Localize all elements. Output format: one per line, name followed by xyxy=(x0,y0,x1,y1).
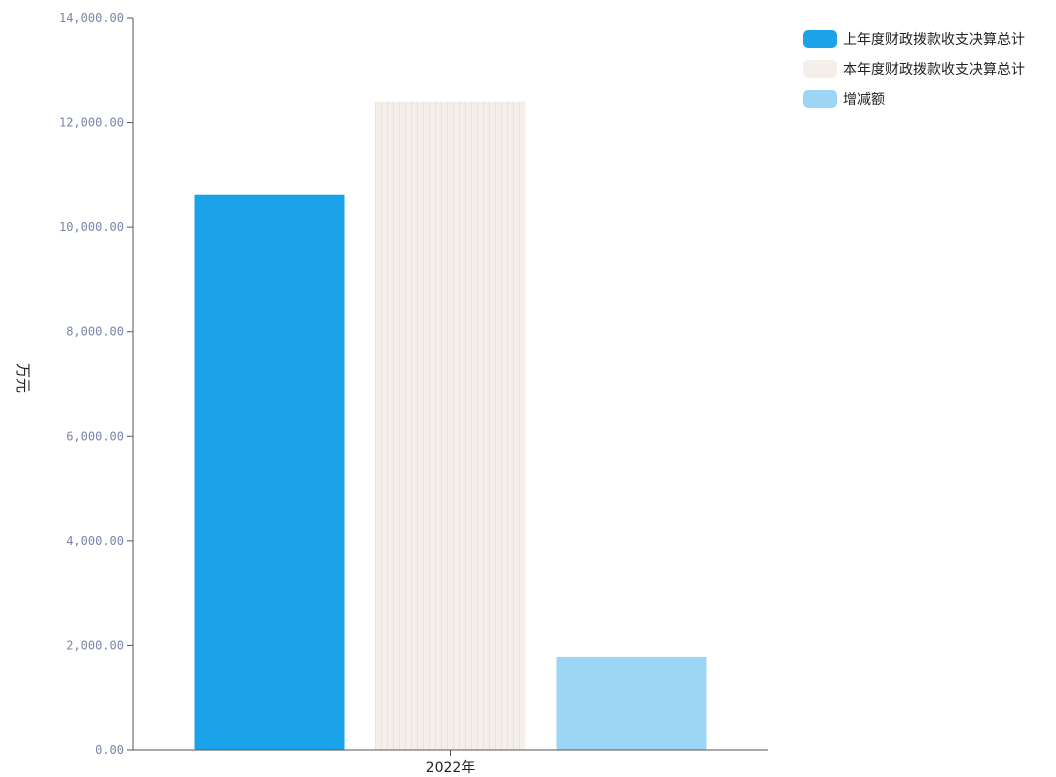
x-axis: 2022年 xyxy=(133,749,768,776)
bar-0[interactable] xyxy=(194,194,345,750)
y-tick-label: 14,000.00 xyxy=(59,11,124,25)
legend-item-this-year[interactable]: 本年度财政拨款收支决算总计 xyxy=(803,54,1025,84)
bars xyxy=(194,101,707,750)
x-tick-label: 2022年 xyxy=(426,760,476,776)
y-tick-label: 4,000.00 xyxy=(66,534,124,548)
y-tick-label: 0.00 xyxy=(95,743,124,757)
legend-item-prev-year[interactable]: 上年度财政拨款收支决算总计 xyxy=(803,24,1025,54)
legend-label-this-year: 本年度财政拨款收支决算总计 xyxy=(843,62,1025,78)
bar-1[interactable] xyxy=(375,101,526,750)
y-tick-label: 12,000.00 xyxy=(59,116,124,130)
legend: 上年度财政拨款收支决算总计 本年度财政拨款收支决算总计 增减额 xyxy=(803,24,1025,114)
y-axis: 0.00 2,000.00 4,000.00 6,000.00 8,000.00 10,0… xyxy=(59,11,134,757)
bar-2[interactable] xyxy=(556,656,707,750)
legend-label-prev-year: 上年度财政拨款收支决算总计 xyxy=(843,32,1025,48)
legend-item-change[interactable]: 增减额 xyxy=(803,84,1025,114)
y-tick-label: 2,000.00 xyxy=(66,638,124,652)
legend-swatch-prev-year xyxy=(803,30,837,48)
legend-swatch-this-year xyxy=(803,60,837,78)
y-tick-label: 8,000.00 xyxy=(66,325,124,339)
y-tick-label: 6,000.00 xyxy=(66,429,124,443)
legend-label-change: 增减额 xyxy=(843,92,885,108)
y-tick-label: 10,000.00 xyxy=(59,220,124,234)
legend-swatch-change xyxy=(803,90,837,108)
y-axis-label: 万元 xyxy=(14,363,32,393)
